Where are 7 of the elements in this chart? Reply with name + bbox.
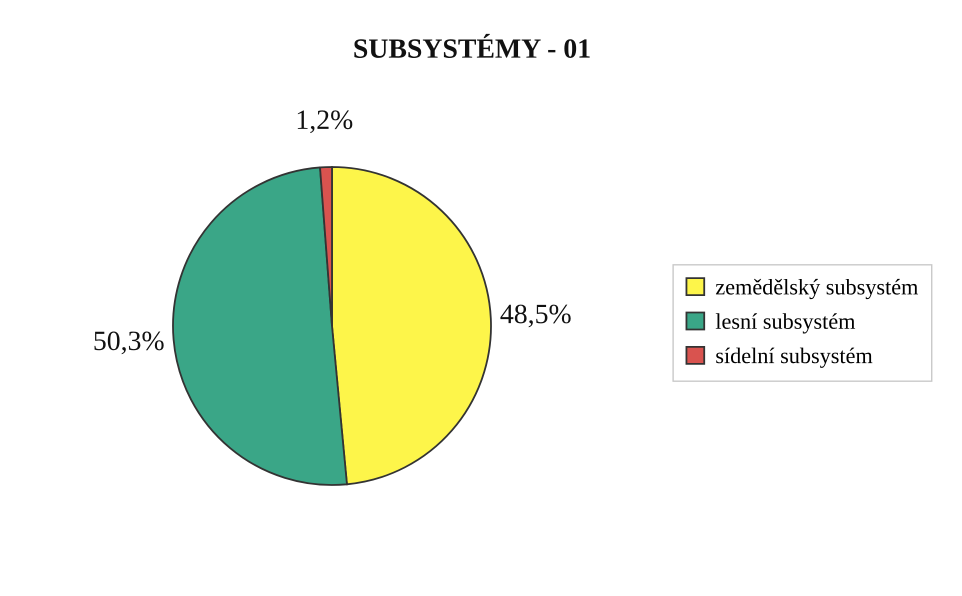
data-label: 1,2%: [298, 110, 352, 134]
legend-label: sídelní subsystém: [716, 348, 872, 368]
legend-label: zemědělský subsystém: [716, 278, 918, 300]
chart-title: SUBSYSTÉMY - 01: [354, 34, 590, 58]
data-label: 50,3%: [94, 331, 164, 354]
legend-label: lesní subsystém: [716, 313, 856, 334]
data-label: 48,5%: [500, 304, 571, 328]
